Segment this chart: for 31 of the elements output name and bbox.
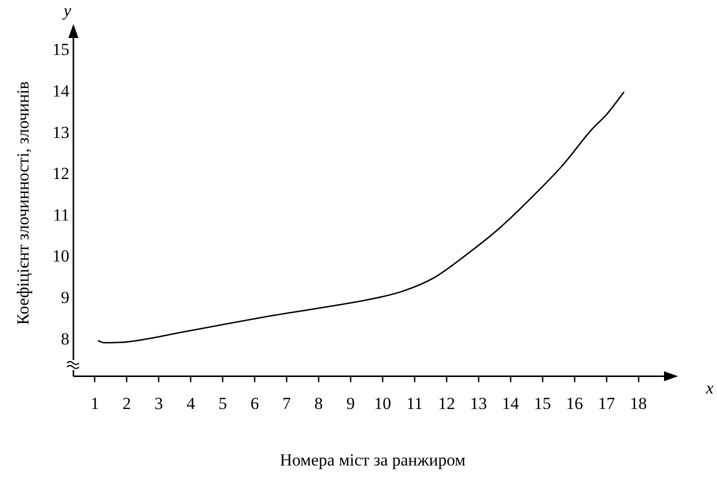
- x-tick-label: 4: [186, 394, 196, 413]
- y-tick-label: 12: [52, 164, 70, 184]
- x-tick-label: 11: [406, 394, 423, 413]
- x-tick-label: 16: [566, 394, 583, 413]
- x-tick-label: 13: [470, 394, 488, 413]
- y-tick-label: 8: [60, 329, 70, 348]
- y-tick-label: 11: [53, 205, 70, 224]
- y-tick-label: 10: [52, 246, 70, 266]
- x-axis-title: Номера міст за ранжиром: [280, 450, 466, 470]
- x-tick-label: 14: [502, 394, 520, 413]
- text: y: [62, 0, 72, 20]
- x-tick-label: 9: [346, 394, 355, 413]
- text: x: [705, 378, 714, 398]
- y-axis-title: Коефіцієнт злочинності, злочинів: [14, 81, 33, 325]
- x-tick-label: 10: [374, 394, 392, 413]
- x-tick-label: 15: [534, 394, 551, 413]
- x-tick-label: 6: [250, 394, 259, 413]
- x-tick-label: 7: [282, 394, 292, 413]
- y-tick-label: 9: [60, 288, 70, 307]
- x-tick-label: 8: [314, 394, 323, 413]
- x-tick-label: 17: [598, 394, 616, 413]
- y-tick-label: 13: [52, 122, 70, 142]
- x-tick-label: 5: [218, 394, 227, 413]
- line-series: [97, 91, 625, 344]
- x-tick-label: 1: [90, 394, 100, 413]
- y-tick-label: 15: [52, 40, 70, 60]
- x-tick-label: 3: [154, 394, 164, 413]
- y-tick-label: 14: [52, 81, 70, 100]
- x-tick-label: 12: [438, 394, 456, 413]
- x-tick-label: 2: [122, 394, 132, 413]
- x-tick-label: 18: [630, 394, 647, 413]
